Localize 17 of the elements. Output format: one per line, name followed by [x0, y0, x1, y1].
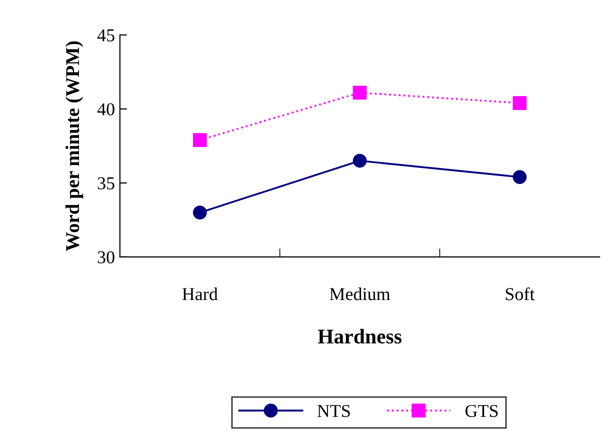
point: [352, 154, 367, 168]
legend-label: GTS: [465, 404, 498, 418]
y-axis-title: Word per minute (WPM): [65, 41, 84, 252]
legend-label: NTS: [317, 404, 350, 418]
point: [512, 170, 527, 184]
x-tick-label: Medium: [330, 288, 390, 300]
x-axis-title: Hardness: [318, 328, 402, 344]
y-tick-label: 45: [97, 29, 114, 42]
y-tick-label: 30: [98, 251, 114, 264]
x-tick-label: Soft: [506, 287, 535, 300]
x-tick-label: Hard: [182, 288, 218, 300]
point: [192, 133, 207, 147]
y-tick-label: 40: [97, 103, 114, 116]
y-tick-label: 35: [98, 177, 114, 190]
point: [352, 86, 367, 100]
point: [512, 96, 527, 110]
point: [192, 206, 207, 220]
